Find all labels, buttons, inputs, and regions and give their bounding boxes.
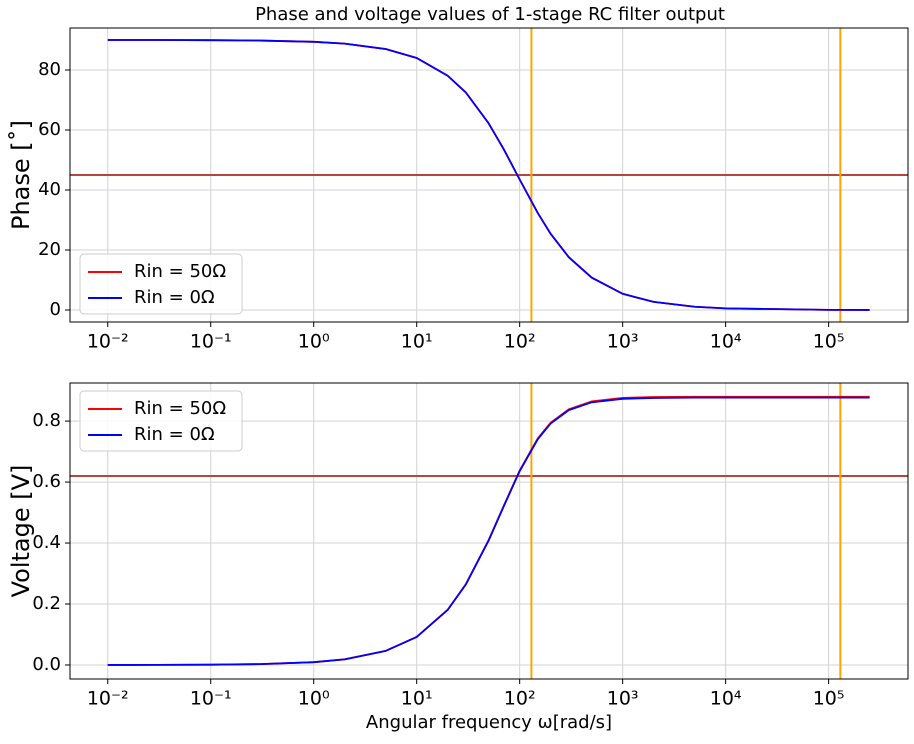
- x-tick-label: 10⁰: [298, 688, 330, 710]
- chart-title: Phase and voltage values of 1-stage RC f…: [255, 4, 725, 25]
- plot-group: [70, 28, 908, 322]
- y-tick-label: 0.4: [32, 532, 61, 553]
- y-tick-label: 0.2: [32, 593, 61, 614]
- y-tick-label: 80: [38, 59, 61, 80]
- x-tick-label: 10¹: [401, 688, 433, 710]
- x-tick-label: 10³: [607, 331, 639, 353]
- y-tick-label: 40: [38, 179, 61, 200]
- legend-label: Rin = 0Ω: [134, 424, 215, 445]
- x-tick-label: 10⁻¹: [190, 331, 232, 353]
- y-tick-label: 0.8: [32, 410, 61, 431]
- x-tick-label: 10⁻²: [87, 688, 129, 710]
- y-tick-label: 0: [50, 299, 61, 320]
- plot-group: [70, 383, 908, 679]
- legend-label: Rin = 50Ω: [134, 261, 226, 282]
- legend-label: Rin = 50Ω: [134, 398, 226, 419]
- x-tick-label: 10³: [607, 688, 639, 710]
- y-tick-label: 60: [38, 119, 61, 140]
- x-tick-label: 10⁴: [710, 331, 742, 353]
- x-tick-label: 10²: [504, 688, 536, 710]
- x-tick-label: 10⁴: [710, 688, 742, 710]
- y-tick-label: 0.0: [32, 654, 61, 675]
- x-tick-label: 10⁻¹: [190, 688, 232, 710]
- y-axis-label: Phase [˚]: [7, 120, 35, 230]
- x-tick-label: 10⁵: [813, 331, 845, 353]
- y-tick-label: 20: [38, 239, 61, 260]
- x-tick-label: 10⁻²: [87, 331, 129, 353]
- x-tick-label: 10¹: [401, 331, 433, 353]
- axes-frame: [69, 27, 909, 323]
- x-tick-label: 10⁵: [813, 688, 845, 710]
- y-tick-label: 0.6: [32, 471, 61, 492]
- series-line: [107, 396, 870, 666]
- y-axis-label: Voltage [V]: [7, 465, 35, 598]
- series-line: [107, 39, 870, 311]
- axes-frame: [69, 382, 909, 680]
- legend-label: Rin = 0Ω: [134, 287, 215, 308]
- x-tick-label: 10²: [504, 331, 536, 353]
- x-axis-label: Angular frequency ω[rad/s]: [366, 712, 612, 733]
- x-tick-label: 10⁰: [298, 331, 330, 353]
